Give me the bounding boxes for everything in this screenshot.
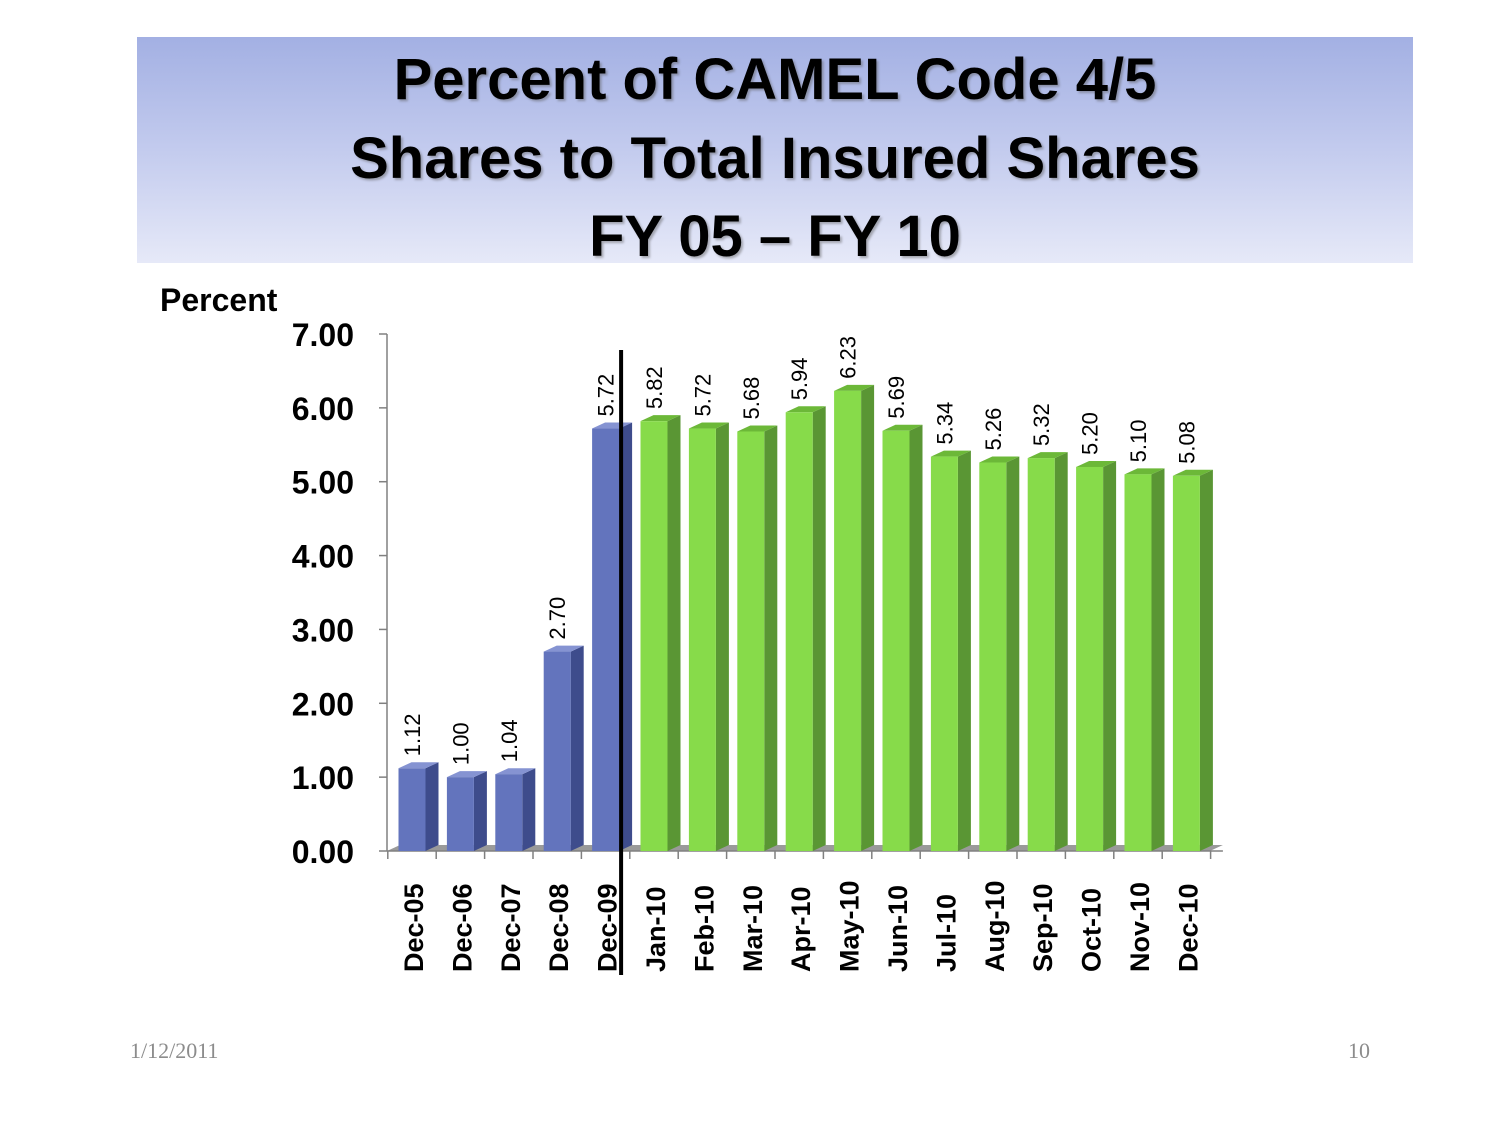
bar <box>834 390 862 851</box>
bar <box>737 431 765 851</box>
data-label: 1.12 <box>400 713 425 756</box>
data-label: 5.94 <box>787 357 812 400</box>
bar <box>495 774 523 851</box>
data-label: 5.32 <box>1029 403 1054 446</box>
x-tick-label: Aug-10 <box>980 880 1010 972</box>
bar-side <box>1006 456 1020 851</box>
y-tick-label: 6.00 <box>292 391 354 427</box>
bar <box>398 768 426 851</box>
x-tick-label: May-10 <box>835 880 865 972</box>
data-label: 6.23 <box>836 336 861 379</box>
bar-side <box>715 422 729 851</box>
x-tick-label: Oct-10 <box>1077 888 1107 972</box>
x-tick-label: Mar-10 <box>738 885 768 972</box>
data-label: 5.20 <box>1078 412 1103 455</box>
bar-side <box>764 425 778 851</box>
x-tick-label: Dec-08 <box>544 883 574 972</box>
data-label: 5.69 <box>884 376 909 419</box>
data-label: 5.34 <box>932 402 957 445</box>
y-tick-label: 1.00 <box>292 760 354 796</box>
bar-side <box>909 424 923 851</box>
title-band: Percent of CAMEL Code 4/5 Shares to Tota… <box>137 37 1413 269</box>
x-tick-label: Dec-09 <box>593 883 623 972</box>
data-label: 5.82 <box>642 366 667 409</box>
bar-side <box>522 768 536 851</box>
bar-top <box>1027 452 1068 459</box>
x-tick-label: Dec-05 <box>399 883 429 972</box>
data-label: 5.10 <box>1126 420 1151 463</box>
bar-side <box>812 406 826 851</box>
x-tick-label: Dec-06 <box>447 883 477 972</box>
bar <box>1172 475 1200 851</box>
data-label: 2.70 <box>545 597 570 640</box>
bar-top <box>785 406 826 413</box>
x-tick-label: Apr-10 <box>786 886 816 972</box>
bar-top <box>688 422 729 429</box>
bar-top <box>882 424 923 431</box>
bar <box>785 412 813 851</box>
data-label: 5.08 <box>1174 421 1199 464</box>
bar <box>979 462 1007 851</box>
data-label: 1.00 <box>448 722 473 765</box>
bar-top <box>640 415 681 422</box>
bar <box>543 651 571 851</box>
y-tick-label: 4.00 <box>292 539 354 575</box>
x-tick-label: Jun-10 <box>883 885 913 972</box>
bar <box>592 428 620 851</box>
data-label: 5.72 <box>594 374 619 417</box>
bar-top <box>979 456 1020 463</box>
bar <box>1076 466 1104 851</box>
x-tick-label: Dec-10 <box>1173 883 1203 972</box>
bar-top <box>398 762 439 769</box>
title-line-2: Shares to Total Insured Shares <box>350 126 1200 191</box>
bar-top <box>737 425 778 432</box>
y-tick-label: 7.00 <box>292 317 354 353</box>
bar <box>1124 474 1152 851</box>
bar <box>930 456 958 851</box>
bar-top <box>446 771 487 778</box>
x-tick-label: Dec-07 <box>496 883 526 972</box>
title-line-1: Percent of CAMEL Code 4/5 <box>393 47 1157 112</box>
data-label: 5.26 <box>981 408 1006 451</box>
bar <box>446 777 474 851</box>
bar-top <box>495 768 536 775</box>
y-tick-label: 5.00 <box>292 465 354 501</box>
x-tick-label: Nov-10 <box>1125 882 1155 972</box>
bar-side <box>473 771 487 851</box>
x-tick-label: Jan-10 <box>641 886 671 972</box>
x-tick-label: Sep-10 <box>1028 883 1058 972</box>
bar-side <box>425 762 439 851</box>
bar-side <box>1054 452 1068 851</box>
x-tick-label: Jul-10 <box>931 894 961 972</box>
data-label: 5.68 <box>739 377 764 420</box>
bar <box>1027 458 1055 851</box>
x-tick-label: Feb-10 <box>689 885 719 972</box>
y-axis-label: Percent <box>160 282 278 318</box>
title-line-3: FY 05 – FY 10 <box>589 204 961 269</box>
bar-top <box>834 384 875 391</box>
y-tick-label: 3.00 <box>292 612 354 648</box>
bar <box>688 428 716 851</box>
bar-side <box>1103 460 1117 851</box>
bar-top <box>930 450 971 457</box>
data-label: 5.72 <box>690 374 715 417</box>
bar-top <box>1124 468 1165 475</box>
bar-side <box>1199 469 1213 851</box>
bar-top <box>1172 469 1213 476</box>
y-tick-label: 0.00 <box>292 834 354 870</box>
bar-side <box>957 450 971 851</box>
bar-side <box>1151 468 1165 851</box>
bar-side <box>861 384 875 851</box>
footer-date: 1/12/2011 <box>130 1038 219 1063</box>
bar <box>882 430 910 851</box>
footer-page-number: 10 <box>1348 1038 1370 1063</box>
bar-side <box>570 645 584 851</box>
bar-top <box>543 645 584 652</box>
bar-side <box>667 415 681 851</box>
y-tick-label: 2.00 <box>292 686 354 722</box>
data-label: 1.04 <box>497 719 522 762</box>
bar <box>640 421 668 851</box>
bar-top <box>1076 460 1117 467</box>
